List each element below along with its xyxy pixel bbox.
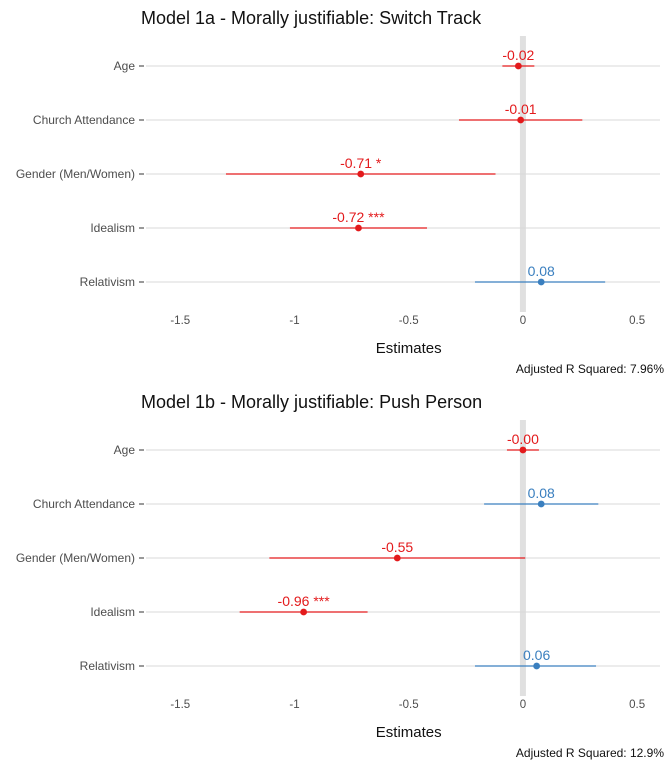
- adjusted-r-squared-note: Adjusted R Squared: 12.9%: [516, 746, 664, 760]
- estimate-point: [537, 278, 545, 286]
- estimate-label: 0.08: [528, 485, 555, 501]
- chart-panel-model-1b: Age -0.00 Church Attendance 0.08 Gender (Men…: [0, 384, 672, 768]
- estimate-label: 0.08: [528, 263, 555, 279]
- forest-plot-model-1b: Age -0.00 Church Attendance 0.08 Gender (Men…: [16, 392, 664, 760]
- y-axis-label: Idealism: [90, 221, 135, 235]
- y-axis-label: Gender (Men/Women): [16, 167, 135, 181]
- x-tick-label: -1.5: [170, 315, 190, 327]
- y-axis-label: Gender (Men/Women): [16, 551, 135, 565]
- chart-panel-model-1a: Age -0.02 Church Attendance -0.01 Gender (Me…: [16, 8, 664, 376]
- y-axis-label: Relativism: [80, 659, 135, 673]
- y-axis-label: Age: [114, 443, 136, 457]
- chart-title: Model 1b - Morally justifiable: Push Per…: [141, 392, 482, 412]
- estimate-label: -0.96 ***: [278, 593, 331, 609]
- x-tick-label: 0: [520, 699, 526, 711]
- estimate-label: -0.01: [505, 101, 537, 117]
- x-axis-title: Estimates: [376, 724, 442, 741]
- y-axis-label: Idealism: [90, 605, 135, 619]
- estimate-point: [300, 608, 308, 616]
- x-tick-label: 0.5: [629, 315, 645, 327]
- x-tick-label: 0: [520, 315, 526, 327]
- forest-plot-model-1a: Age -0.02 Church Attendance -0.01 Gender (Me…: [16, 8, 664, 376]
- x-tick-label: -1.5: [170, 699, 190, 711]
- estimate-point: [393, 554, 401, 562]
- estimate-label: -0.71 *: [340, 155, 382, 171]
- estimate-label: -0.55: [381, 539, 413, 555]
- estimate-point: [357, 170, 365, 178]
- estimate-point: [514, 62, 522, 70]
- estimate-label: 0.06: [523, 647, 550, 663]
- y-axis-label: Church Attendance: [33, 113, 135, 127]
- estimate-point: [533, 662, 541, 670]
- estimate-point: [537, 500, 545, 508]
- x-axis-title: Estimates: [376, 340, 442, 357]
- x-tick-label: -0.5: [399, 315, 419, 327]
- estimate-point: [355, 224, 362, 232]
- x-tick-label: 0.5: [629, 699, 645, 711]
- estimate-label: -0.02: [502, 47, 534, 63]
- estimate-point: [519, 446, 527, 454]
- y-axis-label: Age: [114, 59, 136, 73]
- x-tick-label: -0.5: [399, 699, 419, 711]
- y-axis-label: Church Attendance: [33, 497, 135, 511]
- chart-title: Model 1a - Morally justifiable: Switch T…: [141, 8, 482, 28]
- x-tick-label: -1: [289, 315, 299, 327]
- x-tick-label: -1: [289, 699, 299, 711]
- y-axis-label: Relativism: [80, 275, 135, 289]
- estimate-point: [517, 116, 525, 124]
- estimate-label: -0.00: [507, 431, 539, 447]
- estimate-label: -0.72 ***: [332, 209, 385, 225]
- adjusted-r-squared-note: Adjusted R Squared: 7.96%: [516, 362, 664, 376]
